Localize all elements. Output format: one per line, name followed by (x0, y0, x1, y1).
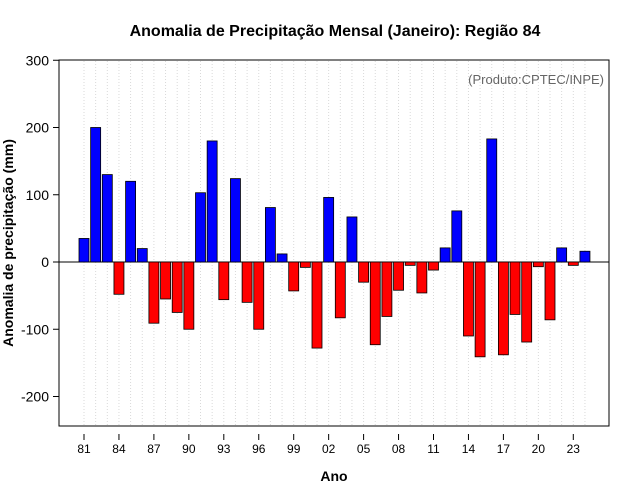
x-tick-label: 14 (462, 442, 476, 456)
bar-94 (230, 178, 241, 263)
y-axis-label: Anomalia de precipitação (mm) (0, 139, 16, 347)
y-axis: 300 200 100 0 -100 -200 (21, 52, 59, 405)
bar-81 (78, 238, 90, 263)
bar-93 (218, 261, 230, 301)
bar-21 (544, 261, 556, 321)
bar-82 (90, 127, 102, 263)
bar-20 (532, 261, 544, 268)
product-credit: (Produto:CPTEC/INPE) (468, 72, 604, 87)
y-tick-label: 200 (26, 120, 50, 136)
y-tick-label: -100 (21, 321, 49, 337)
x-tick-label: 05 (357, 442, 371, 456)
bar-19 (521, 261, 533, 343)
y-tick-label: 0 (41, 254, 49, 270)
bar-85 (125, 180, 136, 263)
bar-04 (346, 216, 358, 263)
bar-98 (276, 253, 288, 263)
bar-06 (369, 261, 381, 346)
x-tick-label: 84 (112, 442, 126, 456)
bar-18 (509, 261, 521, 315)
bars (78, 127, 591, 358)
bar-89 (171, 261, 183, 313)
x-axis: 81 84 87 90 93 96 99 02 05 08 11 14 17 20 23 (77, 434, 580, 456)
x-tick-label: 93 (217, 442, 231, 456)
x-tick-label: 20 (532, 442, 546, 456)
bar-99 (288, 261, 300, 292)
x-tick-label: 23 (567, 442, 581, 456)
x-tick-label: 96 (252, 442, 266, 456)
bar-03 (334, 261, 346, 319)
chart-title: Anomalia de Precipitação Mensal (Janeiro… (130, 23, 541, 40)
bar-92 (206, 140, 218, 263)
gridlines (83, 61, 586, 425)
x-tick-label: 11 (427, 442, 440, 456)
bar-84 (113, 261, 125, 295)
bar-22 (556, 247, 568, 263)
bar-23 (567, 261, 579, 266)
bar-24 (579, 250, 591, 263)
bar-05 (358, 261, 370, 283)
bar-90 (183, 261, 195, 330)
bar-09 (404, 261, 416, 266)
bar-96 (253, 261, 265, 330)
bar-86 (136, 248, 148, 263)
x-tick-label: 17 (497, 442, 511, 456)
bar-88 (160, 261, 171, 300)
x-axis-label: Ano (320, 468, 347, 484)
bar-10 (416, 261, 428, 294)
bar-87 (148, 261, 160, 324)
bar-97 (264, 207, 276, 263)
bar-95 (241, 261, 253, 303)
y-tick-label: 100 (26, 187, 50, 203)
plot-frame (58, 59, 610, 427)
bar-08 (393, 261, 404, 291)
bar-91 (195, 192, 206, 263)
bar-17 (497, 261, 509, 356)
x-tick-label: 90 (182, 442, 196, 456)
bar-15 (474, 261, 486, 358)
x-tick-label: 87 (147, 442, 161, 456)
x-tick-label: 02 (322, 442, 336, 456)
bar-12 (439, 247, 451, 263)
y-tick-label: -200 (21, 389, 49, 405)
x-tick-label: 08 (392, 442, 406, 456)
bar-16 (486, 138, 498, 263)
bar-00 (299, 261, 311, 268)
x-tick-label: 99 (287, 442, 301, 456)
y-tick-label: 300 (26, 52, 50, 68)
bar-83 (101, 174, 113, 263)
bar-02 (323, 197, 335, 263)
bar-01 (311, 261, 323, 349)
bar-11 (428, 261, 439, 271)
bar-14 (463, 261, 474, 337)
bar-07 (381, 261, 393, 317)
x-tick-label: 81 (77, 442, 91, 456)
bar-13 (451, 210, 463, 263)
